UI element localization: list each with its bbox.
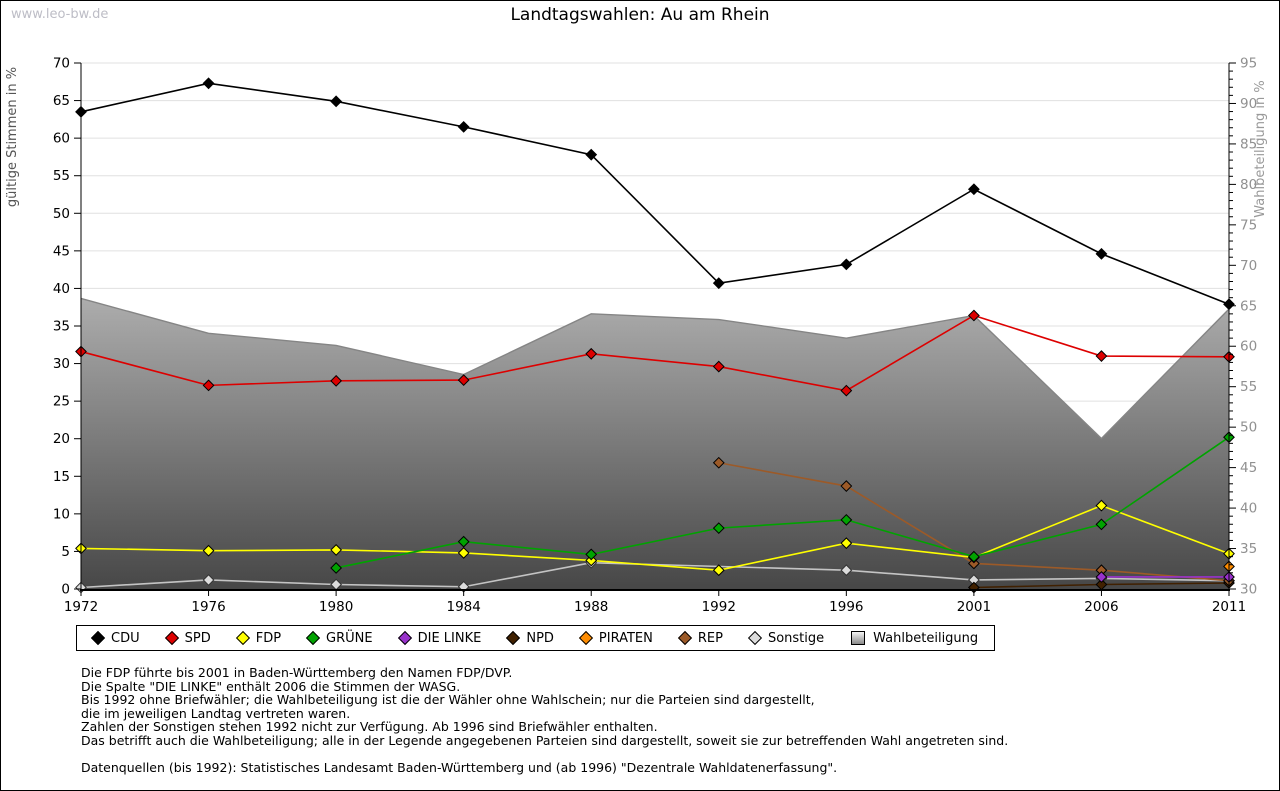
legend-label: CDU <box>111 630 140 646</box>
footnote-line: Bis 1992 ohne Briefwähler; die Wahlbetei… <box>81 692 815 707</box>
svg-text:10: 10 <box>53 506 70 522</box>
footnote-line <box>81 747 1008 761</box>
svg-text:65: 65 <box>53 93 70 109</box>
legend-item-CDU: CDU <box>90 630 140 646</box>
footnote-line: Das betrifft auch die Wahlbeteiligung; a… <box>81 732 1009 748</box>
election-chart: 0 5 10 15 20 25 30 35 40 45 50 55 60 65 70 30 35 40 45 50 55… <box>5 56 1268 616</box>
svg-text:55: 55 <box>1240 379 1257 395</box>
legend-item-DIE-LINKE: DIE LINKE <box>397 630 482 646</box>
svg-text:50: 50 <box>53 206 70 222</box>
svg-text:2006: 2006 <box>1084 599 1118 615</box>
svg-text:1992: 1992 <box>702 599 736 615</box>
svg-text:55: 55 <box>53 168 70 184</box>
svg-text:1996: 1996 <box>829 599 863 615</box>
svg-text:20: 20 <box>53 431 70 447</box>
svg-text:1976: 1976 <box>191 599 225 615</box>
diamond-marker-icon <box>90 630 106 646</box>
svg-text:35: 35 <box>53 319 70 335</box>
svg-text:65: 65 <box>1240 298 1257 314</box>
square-marker-icon <box>851 631 866 645</box>
svg-text:85: 85 <box>1240 136 1257 152</box>
legend-label: Wahlbeteiligung <box>873 630 979 646</box>
svg-text:25: 25 <box>53 394 70 410</box>
svg-text:45: 45 <box>53 243 70 259</box>
svg-text:2001: 2001 <box>957 599 991 615</box>
svg-text:35: 35 <box>1240 541 1257 557</box>
legend-label: NPD <box>526 630 554 646</box>
legend-label: REP <box>697 630 723 646</box>
svg-text:80: 80 <box>1240 177 1257 193</box>
series-DIE LINKE <box>1095 571 1235 583</box>
footnote-line: Die Spalte "DIE LINKE" enthält 2006 die … <box>81 678 461 694</box>
svg-text:70: 70 <box>53 56 70 72</box>
svg-text:95: 95 <box>1240 56 1257 72</box>
diamond-marker-icon <box>747 630 763 646</box>
legend-item-REP: REP <box>677 630 723 646</box>
diamond-marker-icon <box>164 630 179 646</box>
svg-text:1972: 1972 <box>64 599 98 615</box>
watermark: www.leo-bw.de <box>11 7 109 22</box>
diamond-marker-icon <box>305 630 321 646</box>
svg-text:40: 40 <box>53 281 70 297</box>
svg-text:90: 90 <box>1240 96 1257 112</box>
left-axis-title: gültige Stimmen in % <box>5 67 20 207</box>
page-title: Landtagswahlen: Au am Rhein <box>510 5 770 25</box>
series-CDU <box>75 77 1235 311</box>
legend-label: Sonstige <box>767 630 825 646</box>
svg-text:70: 70 <box>1240 258 1257 274</box>
svg-text:50: 50 <box>1240 420 1257 436</box>
legend-item-GRÜNE: GRÜNE <box>305 630 373 646</box>
svg-text:0: 0 <box>61 582 70 598</box>
svg-text:30: 30 <box>1240 582 1257 598</box>
legend-label: FDP <box>255 630 282 646</box>
svg-text:1988: 1988 <box>574 599 608 615</box>
footnote-line: die im jeweiligen Landtag vertreten ware… <box>81 705 351 721</box>
svg-text:60: 60 <box>53 131 70 147</box>
diamond-marker-icon <box>506 630 521 646</box>
series-GRÜNE <box>330 431 1235 574</box>
legend-item-SPD: SPD <box>164 630 211 646</box>
diamond-marker-icon <box>677 630 692 646</box>
svg-text:75: 75 <box>1240 217 1257 233</box>
legend: CDU SPD FDP GRÜNE DIE LINKE NPD PIRATEN REP Sons… <box>76 625 996 651</box>
legend-label: SPD <box>184 630 211 646</box>
legend-item-Wahlbeteiligung: Wahlbeteiligung <box>851 631 978 646</box>
legend-item-Sonstige: Sonstige <box>747 630 825 646</box>
svg-text:15: 15 <box>53 469 70 485</box>
svg-text:45: 45 <box>1240 460 1257 476</box>
svg-text:1980: 1980 <box>319 599 353 615</box>
right-axis-title: Wahlbeteiligung in % <box>1253 80 1268 217</box>
svg-text:1984: 1984 <box>446 599 480 615</box>
svg-text:40: 40 <box>1240 501 1257 517</box>
svg-text:30: 30 <box>53 356 70 372</box>
footnotes: Die FDP führte bis 2001 in Baden-Württem… <box>81 666 1008 774</box>
svg-text:60: 60 <box>1240 339 1257 355</box>
diamond-marker-icon <box>578 630 593 646</box>
legend-label: GRÜNE <box>326 630 373 646</box>
footnote-line: Zahlen der Sonstigen stehen 1992 nicht z… <box>81 719 658 734</box>
axes: 0 5 10 15 20 25 30 35 40 45 50 55 60 65 70 30 35 40 45 50 55… <box>53 56 1257 616</box>
legend-label: DIE LINKE <box>417 630 482 646</box>
legend-item-NPD: NPD <box>506 630 554 646</box>
footnote-line: Datenquellen (bis 1992): Statistisches L… <box>81 759 838 775</box>
legend-item-PIRATEN: PIRATEN <box>578 630 653 646</box>
legend-label: PIRATEN <box>598 630 653 646</box>
footnote-line: Die FDP führte bis 2001 in Baden-Württem… <box>81 665 513 680</box>
series-FDP <box>75 499 1235 577</box>
series-Wahlbeteiligung <box>80 297 1230 589</box>
svg-text:2011: 2011 <box>1212 599 1246 615</box>
diamond-marker-icon <box>235 630 250 646</box>
diamond-marker-icon <box>397 630 412 646</box>
legend-item-FDP: FDP <box>235 630 282 646</box>
svg-text:5: 5 <box>61 544 70 560</box>
